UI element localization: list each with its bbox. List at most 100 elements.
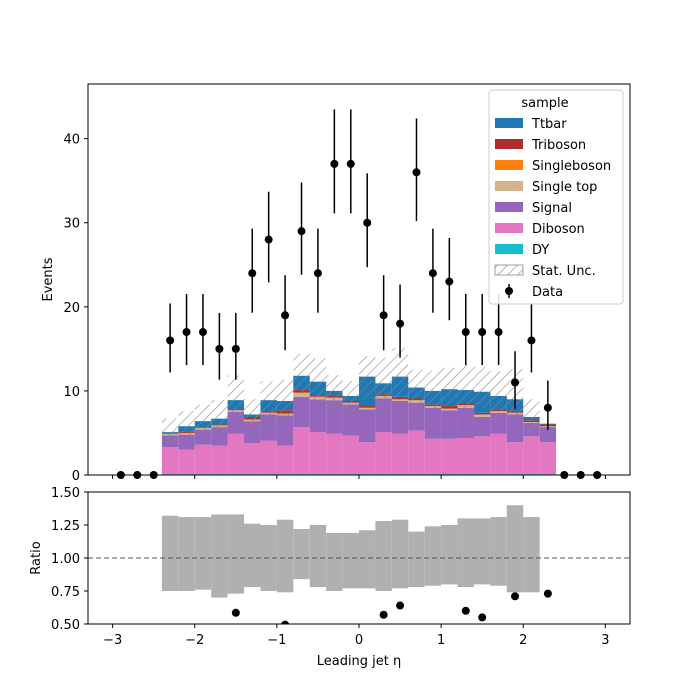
bar-signal	[408, 402, 425, 431]
ratio-point	[231, 608, 240, 617]
stack-bars	[161, 348, 557, 475]
bar-signal	[490, 412, 507, 434]
bar-single-top	[293, 392, 310, 397]
stat-unc-band	[244, 398, 261, 428]
data-point	[428, 269, 437, 278]
data-point	[478, 328, 487, 337]
bar-diboson	[194, 444, 212, 475]
ratio-points	[231, 589, 552, 624]
bar-diboson	[293, 427, 310, 475]
stat-unc-band	[276, 379, 294, 421]
bar-diboson	[506, 442, 524, 475]
legend-label: Ttbar	[531, 117, 567, 132]
legend-swatch-single-top	[495, 181, 523, 191]
ratio-band-bin	[424, 526, 442, 586]
y-tick-label: 1.25	[51, 519, 80, 534]
bar-signal	[441, 410, 458, 439]
ratio-band-bin	[326, 532, 343, 591]
data-point	[363, 218, 372, 227]
ratio-band-bin	[342, 532, 359, 589]
bar-single-top	[441, 408, 458, 411]
legend-label: Stat. Unc.	[532, 264, 596, 279]
y-tick-label: 10	[63, 385, 80, 400]
data-point	[182, 328, 191, 337]
data-point	[166, 336, 175, 345]
y-tick-label: 0.50	[51, 618, 80, 633]
bar-single-top	[359, 407, 376, 410]
data-point	[281, 311, 290, 320]
ratio-band-bin	[276, 519, 294, 593]
legend-label: Signal	[532, 201, 572, 216]
ratio-band-bin	[506, 505, 524, 593]
legend-label: Data	[532, 285, 563, 300]
ratio-point	[379, 610, 388, 619]
bar-signal	[457, 407, 474, 439]
legend-data-marker	[505, 287, 513, 295]
y-tick-label: 30	[63, 217, 80, 232]
bar-signal	[293, 396, 310, 428]
stat-unc-band	[473, 366, 491, 409]
stat-unc-band	[161, 418, 179, 443]
ratio-band-bin	[473, 518, 491, 585]
legend-swatch-triboson	[495, 139, 523, 149]
legend-label: Singleboson	[532, 159, 611, 174]
data-point	[297, 227, 306, 236]
ratio-point	[543, 589, 552, 598]
ratio-band-bin	[293, 528, 310, 580]
bar-diboson	[457, 438, 474, 475]
data-point	[543, 403, 552, 412]
data-point	[445, 277, 454, 286]
bar-triboson	[473, 412, 491, 415]
bar-diboson	[391, 433, 409, 475]
stat-unc-band	[309, 358, 327, 403]
bar-diboson	[359, 442, 376, 475]
bar-signal	[424, 407, 442, 439]
bar-diboson	[161, 447, 179, 475]
stat-unc-band	[227, 375, 245, 421]
ratio-band-bin	[309, 525, 327, 588]
x-tick-label: −3	[103, 633, 122, 648]
bar-diboson	[276, 445, 294, 475]
bar-diboson	[408, 430, 425, 475]
legend-swatch-dy	[495, 244, 523, 254]
stat-unc-band	[293, 353, 310, 392]
ratio-point	[478, 613, 487, 622]
x-tick-label: 3	[601, 633, 609, 648]
stat-unc-band	[408, 370, 425, 407]
ratio-band-bin	[375, 521, 392, 591]
bar-single-top	[391, 399, 409, 402]
legend-label: Triboson	[531, 138, 586, 153]
x-tick-label: −1	[267, 633, 286, 648]
legend-swatch-stat-unc	[494, 264, 524, 276]
stat-unc-band	[375, 357, 392, 407]
legend-swatch-ttbar	[495, 118, 523, 128]
ratio-band-bin	[194, 517, 212, 590]
bar-diboson	[490, 433, 507, 475]
data-point	[379, 311, 388, 320]
legend-title: sample	[521, 96, 568, 111]
bar-signal	[473, 416, 491, 437]
ratio-point	[396, 601, 405, 610]
stat-unc-band	[326, 374, 343, 412]
stat-unc-band	[194, 404, 212, 435]
ratio-band-bin	[391, 519, 409, 589]
ratio-y-axis-label: Ratio	[29, 541, 44, 574]
ratio-point	[281, 620, 290, 624]
bar-diboson	[539, 442, 557, 475]
ratio-panel: 0.50 0.75 1.00 1.25 1.50 −3 −2 −1 0 1 2 3 Ratio Leadi…	[29, 486, 631, 669]
data-point	[494, 328, 503, 337]
data-point	[198, 328, 207, 337]
bar-signal	[309, 399, 327, 433]
y-tick-label: 40	[63, 133, 80, 148]
y-tick-label: 1.00	[51, 552, 80, 567]
data-point	[264, 235, 273, 244]
legend: sample Ttbar Triboson Singleboson Single top…	[488, 89, 624, 305]
y-tick-label: 1.50	[51, 486, 80, 501]
stat-unc-band	[211, 400, 228, 436]
data-point	[511, 378, 520, 387]
bar-diboson	[342, 435, 359, 475]
stat-unc-band	[424, 370, 442, 409]
bar-diboson	[211, 445, 228, 475]
data-point	[215, 344, 224, 353]
